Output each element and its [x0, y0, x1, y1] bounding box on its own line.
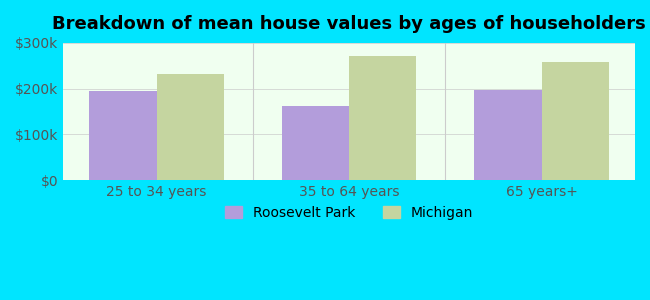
Bar — [349, 56, 417, 180]
Bar — [541, 62, 609, 180]
Bar — [89, 91, 157, 180]
Title: Breakdown of mean house values by ages of householders: Breakdown of mean house values by ages o… — [52, 15, 646, 33]
Bar — [281, 106, 349, 180]
Bar — [157, 74, 224, 180]
Bar — [474, 90, 541, 180]
Legend: Roosevelt Park, Michigan: Roosevelt Park, Michigan — [220, 200, 478, 225]
